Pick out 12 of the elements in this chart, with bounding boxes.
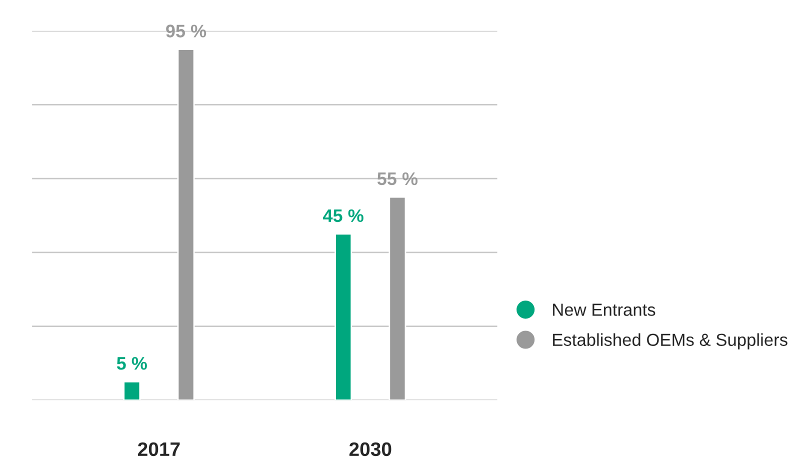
x-tick-label: 2030 bbox=[349, 442, 392, 456]
data-label: 95 % bbox=[166, 24, 206, 38]
legend-label: New Entrants bbox=[553, 304, 656, 316]
bar bbox=[334, 233, 352, 400]
bar bbox=[177, 48, 195, 400]
bar bbox=[123, 380, 141, 400]
bar bbox=[388, 196, 406, 400]
legend-label: Established OEMs & Suppliers bbox=[553, 333, 788, 350]
data-label: 5 % bbox=[116, 357, 147, 370]
data-label: 55 % bbox=[377, 172, 418, 186]
data-label: 45 % bbox=[323, 209, 364, 222]
x-tick-label: 2017 bbox=[138, 442, 180, 456]
